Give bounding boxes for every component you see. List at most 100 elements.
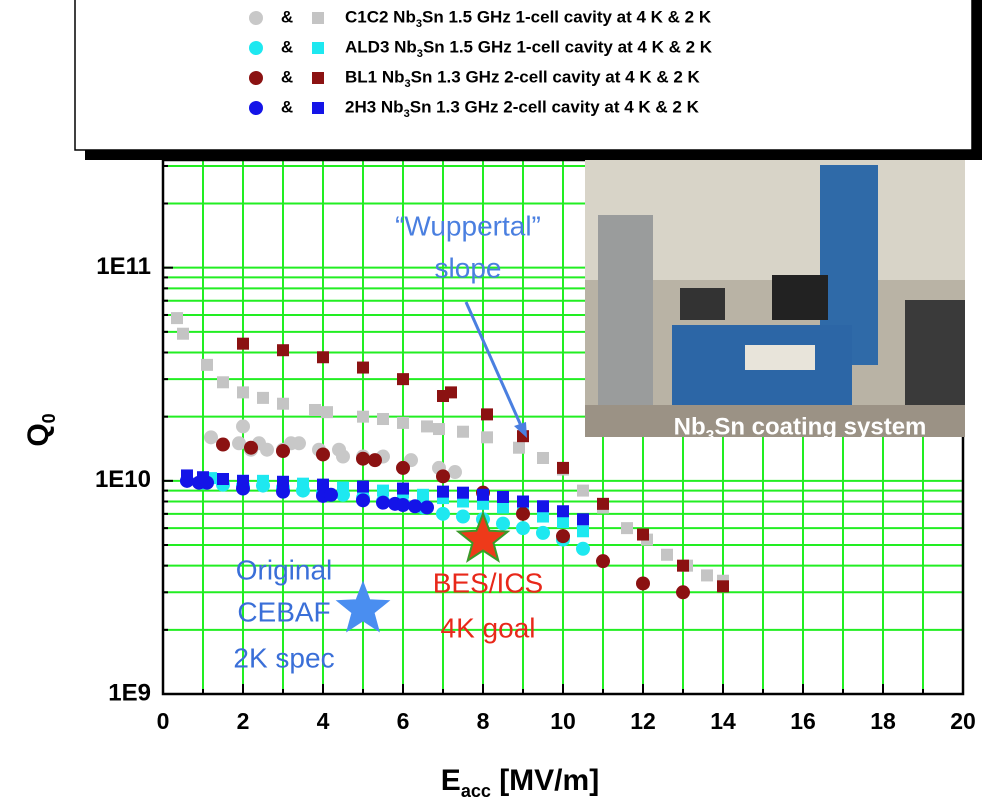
data-point — [517, 495, 529, 508]
data-point — [237, 386, 249, 399]
data-point — [637, 528, 649, 541]
legend-label: 2H3 Nb3Sn 1.3 GHz 2-cell cavity at 4 K &… — [345, 97, 700, 119]
data-point — [536, 525, 550, 540]
y-tick-label: 1E10 — [95, 466, 151, 493]
data-point — [676, 585, 690, 600]
data-point — [309, 403, 321, 416]
x-tick-label: 16 — [790, 708, 816, 734]
legend-separator: & — [281, 67, 293, 86]
data-point — [497, 501, 509, 514]
data-point — [232, 436, 246, 451]
data-point — [237, 337, 249, 350]
data-point — [244, 440, 258, 455]
photo — [585, 160, 965, 437]
star-marker — [455, 510, 511, 563]
data-point — [397, 482, 409, 495]
legend-marker — [312, 42, 324, 54]
annotation: CEBAF — [237, 596, 330, 627]
data-point — [457, 425, 469, 438]
legend-separator: & — [281, 37, 293, 56]
data-point — [557, 516, 569, 529]
data-point — [357, 410, 369, 423]
data-point — [661, 548, 673, 561]
data-point — [537, 500, 549, 513]
data-point — [217, 473, 229, 486]
data-point — [368, 453, 382, 468]
data-point — [677, 559, 689, 572]
annotation: 4K goal — [441, 612, 536, 643]
data-point — [701, 569, 713, 582]
data-point — [181, 469, 193, 482]
data-point — [477, 488, 489, 501]
legend-marker — [312, 102, 324, 114]
data-point — [317, 351, 329, 364]
data-point — [621, 522, 633, 535]
data-point — [204, 430, 218, 445]
x-axis-label-part: E — [441, 764, 461, 797]
y-tick-label: 1E9 — [108, 679, 151, 706]
data-point — [357, 480, 369, 493]
annotation: slope — [435, 252, 502, 283]
data-point — [513, 441, 525, 454]
legend-separator: & — [281, 97, 293, 116]
x-tick-label: 20 — [950, 708, 976, 734]
data-point — [417, 488, 429, 501]
data-point — [537, 451, 549, 464]
x-tick-label: 14 — [710, 708, 736, 734]
photo-floor — [585, 405, 965, 437]
data-point — [577, 513, 589, 526]
x-tick-label: 0 — [157, 708, 170, 734]
y-axis-label-part: Q — [22, 423, 55, 446]
data-point — [497, 490, 509, 503]
data-point — [557, 461, 569, 474]
x-axis-label-part: [MV/m] — [491, 764, 599, 797]
y-tick-label: 1E11 — [96, 253, 151, 280]
data-point — [396, 460, 410, 475]
annotation: “Wuppertal” — [395, 210, 541, 241]
data-point — [717, 580, 729, 593]
legend-label: BL1 Nb3Sn 1.3 GHz 2-cell cavity at 4 K &… — [345, 67, 700, 89]
data-point — [576, 541, 590, 556]
x-tick-label: 4 — [317, 708, 330, 734]
data-point — [377, 484, 389, 497]
data-point — [277, 344, 289, 357]
data-point — [556, 529, 570, 544]
data-point — [481, 408, 493, 421]
x-tick-label: 2 — [237, 708, 250, 734]
x-axis-label: Eacc [MV/m] — [441, 764, 599, 801]
data-point — [336, 449, 350, 464]
data-point — [408, 499, 422, 514]
legend-marker — [249, 11, 263, 25]
data-point — [237, 474, 249, 487]
annotation: 2K spec — [233, 642, 334, 673]
data-point — [260, 442, 274, 457]
data-point — [577, 484, 589, 497]
data-point — [217, 376, 229, 389]
data-point — [436, 506, 450, 521]
legend-marker — [249, 71, 263, 85]
x-tick-label: 10 — [550, 708, 576, 734]
data-point — [356, 493, 370, 508]
data-point — [481, 431, 493, 444]
data-point — [516, 521, 530, 536]
legend-separator: & — [281, 7, 293, 26]
data-point — [433, 423, 445, 436]
x-tick-label: 18 — [870, 708, 896, 734]
legend-box — [74, 0, 973, 151]
data-point — [292, 436, 306, 451]
data-point — [396, 498, 410, 513]
data-point — [537, 510, 549, 523]
data-point — [324, 487, 338, 502]
legend-marker — [312, 72, 324, 84]
data-point — [557, 505, 569, 518]
x-tick-label: 12 — [630, 708, 656, 734]
data-point — [337, 481, 349, 494]
legend-label: C1C2 Nb3Sn 1.5 GHz 1-cell cavity at 4 K … — [345, 7, 712, 29]
data-point — [456, 509, 470, 524]
data-point — [276, 444, 290, 459]
data-point — [177, 327, 189, 340]
x-tick-label: 6 — [397, 708, 410, 734]
data-point — [377, 413, 389, 426]
